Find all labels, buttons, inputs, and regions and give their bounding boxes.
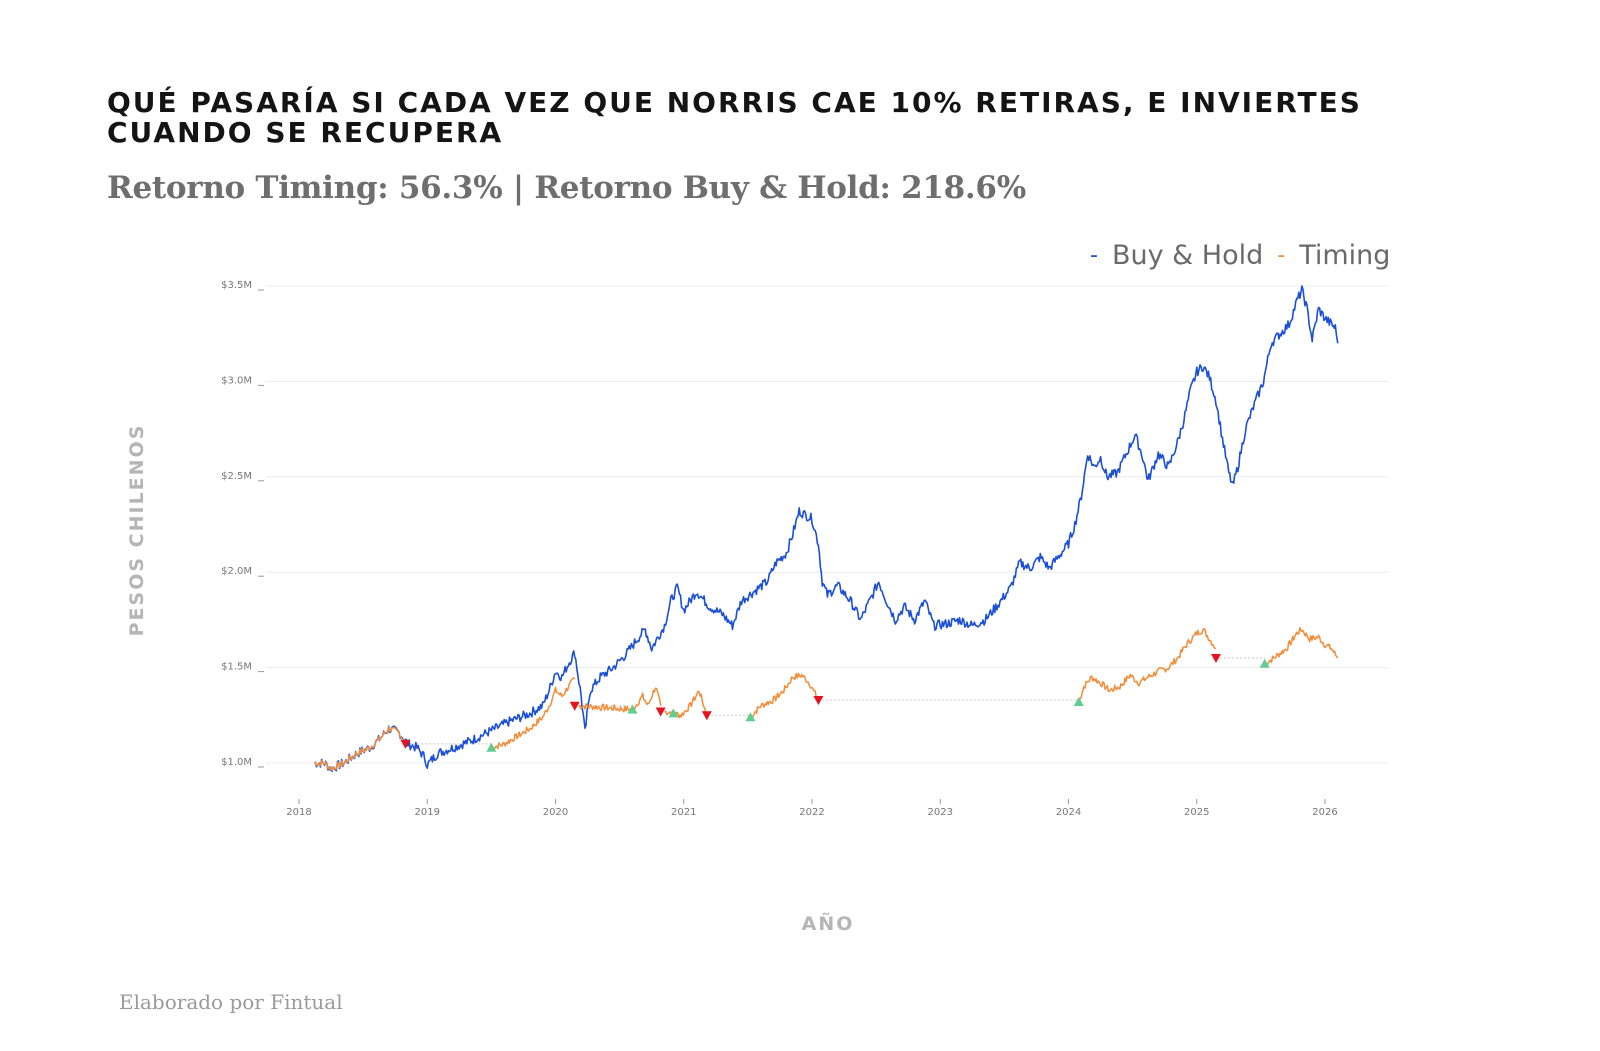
series-group [313, 285, 1339, 773]
legend-item-buy-hold: - Buy & Hold [1090, 240, 1263, 271]
legend-swatch-buy-hold: - [1090, 243, 1098, 268]
x-tick-label: 2024 [1056, 807, 1081, 818]
sell-signal-marker [813, 696, 824, 706]
x-tick-label: 2025 [1184, 807, 1209, 818]
series-line-timing [578, 687, 662, 713]
y-tick-label: $1.5M [221, 662, 252, 673]
y-tick-label: $2.5M [221, 471, 252, 482]
legend-item-timing: - Timing [1277, 240, 1390, 271]
series-line-buy-hold [313, 285, 1339, 773]
series-line-timing [1264, 626, 1339, 666]
y-tick-label: $2.0M [221, 566, 252, 577]
legend: - Buy & Hold - Timing [1090, 240, 1390, 271]
x-tick-label: 2026 [1312, 807, 1337, 818]
y-tick-label: $3.0M [221, 375, 252, 386]
sell-signal-marker [400, 739, 411, 749]
sell-signal-marker [1210, 654, 1221, 664]
buy-signal-marker [1073, 696, 1084, 706]
buy-signal-marker [668, 708, 679, 718]
y-tick-label: $1.0M [221, 757, 252, 768]
sell-signal-marker [569, 701, 580, 711]
buy-signal-marker [627, 704, 638, 714]
legend-swatch-timing: - [1277, 243, 1286, 268]
buy-signal-marker [1259, 658, 1270, 668]
chart-title: Qué pasaría si cada vez que Norris cae 1… [107, 86, 1362, 149]
x-axis-ticks: 2018 2019 2020 2021 2022 2023 2024 2025 2026 [286, 799, 1338, 818]
legend-label-timing: Timing [1299, 240, 1391, 271]
sell-signal-marker [655, 707, 666, 717]
y-axis-ticks: $1.0M $1.5M $2.0M $2.5M $3.0M $3.5M [221, 280, 264, 768]
x-tick-label: 2022 [799, 807, 824, 818]
series-line-timing [749, 672, 820, 719]
series-line-timing [490, 677, 576, 751]
chart-subtitle: Retorno Timing: 56.3% | Retorno Buy & Ho… [107, 170, 1026, 206]
y-tick-label: $3.5M [221, 280, 252, 291]
y-axis-title: PESOS CHILENOS [126, 424, 148, 637]
x-tick-label: 2018 [286, 807, 311, 818]
series-line-timing [1078, 628, 1217, 703]
sell-signal-marker [701, 711, 712, 721]
buy-signal-marker [745, 712, 756, 722]
legend-label-buy-hold: Buy & Hold [1111, 240, 1264, 271]
x-axis-title: AÑO [802, 911, 855, 935]
grid-lines [266, 285, 1388, 764]
x-tick-label: 2020 [543, 807, 568, 818]
x-tick-label: 2021 [671, 807, 696, 818]
series-line-timing [314, 726, 406, 772]
x-tick-label: 2023 [928, 807, 953, 818]
footer-credit: Elaborado por Fintual [119, 990, 343, 1014]
signal-markers [400, 654, 1270, 752]
buy-signal-marker [486, 742, 497, 752]
x-tick-label: 2019 [415, 807, 440, 818]
